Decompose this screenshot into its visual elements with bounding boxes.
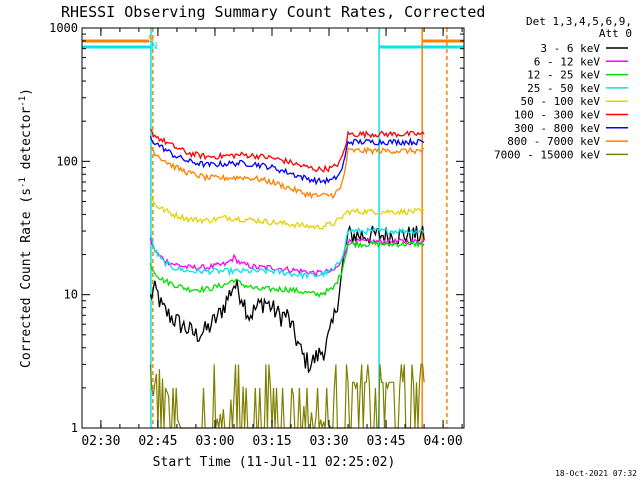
y-tick-label: 100 — [56, 154, 78, 168]
series-layer — [149, 128, 425, 429]
series-line — [149, 196, 425, 231]
y-axis-label-mid: detector — [19, 107, 34, 178]
y-axis-label-main: Corrected Count Rate (s — [19, 188, 34, 368]
y-axis-label-sup2: -1 — [18, 96, 28, 107]
y-axis-label-end: ) — [19, 88, 34, 96]
legend-label: 6 - 12 keV — [534, 55, 601, 68]
x-tick-label: 04:00 — [424, 434, 463, 449]
y-tick-label: 10 — [64, 288, 78, 302]
footer-date: 18-Oct-2021 07:32 — [555, 469, 637, 478]
series-line — [149, 239, 425, 299]
x-tick-label: 02:45 — [138, 434, 177, 449]
plot-frame — [81, 27, 465, 429]
series-line — [149, 227, 425, 280]
series-line — [149, 363, 425, 429]
x-tick-label: 03:45 — [366, 434, 405, 449]
legend-label: 7000 - 15000 keV — [494, 148, 600, 161]
axis-ticks: 02:30 02:45 03:00 03:15 03:30 03:45 04:00 1 10 10… — [49, 21, 464, 449]
marker-S: S — [148, 34, 154, 45]
marker-N: N — [151, 41, 157, 52]
x-tick-label: 02:30 — [81, 434, 120, 449]
legend-label: 50 - 100 keV — [521, 95, 601, 108]
legend-label: 3 - 6 keV — [540, 42, 600, 55]
legend-label: 25 - 50 keV — [527, 82, 600, 95]
legend-label: 100 - 300 keV — [514, 109, 600, 122]
y-axis-label-sup1: -1 — [18, 177, 28, 188]
legend-label: 12 - 25 keV — [527, 69, 600, 82]
x-axis-label: Start Time (11-Jul-11 02:25:02) — [153, 455, 396, 470]
series-line — [149, 135, 425, 186]
legend-label: 300 - 800 keV — [514, 122, 600, 135]
legend-header-line2: Att 0 — [599, 27, 632, 40]
y-axis-label: Corrected Count Rate (s-1 detector-1) — [18, 88, 34, 368]
series-line — [149, 236, 425, 278]
series-line — [149, 128, 425, 173]
y-tick-label: 1 — [71, 421, 78, 435]
plot-area: SN 02:30 02:45 03:00 03:15 03:30 03:45 04:00 1 1… — [49, 21, 465, 449]
chart-title: RHESSI Observing Summary Count Rates, Co… — [61, 3, 485, 21]
instrument-state-layer: SN — [82, 28, 464, 428]
y-tick-label: 1000 — [49, 21, 78, 35]
x-tick-label: 03:30 — [309, 434, 348, 449]
series-line — [149, 146, 425, 200]
series-line — [149, 224, 425, 374]
legend-header-line1: Det 1,3,4,5,6,9, — [526, 15, 632, 28]
x-tick-label: 03:00 — [195, 434, 234, 449]
x-tick-label: 03:15 — [252, 434, 291, 449]
legend-label: 800 - 7000 keV — [507, 135, 600, 148]
